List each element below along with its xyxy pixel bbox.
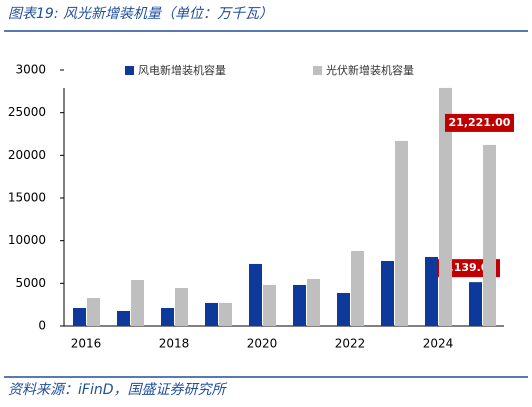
y-tick-label: 20000 <box>8 148 46 162</box>
bar <box>249 263 262 326</box>
source-note: 资料来源：iFinD，国盛证券研究所 <box>8 382 227 398</box>
bar <box>469 282 482 326</box>
legend-swatch <box>125 66 134 75</box>
bar <box>161 307 174 326</box>
bar <box>293 284 306 326</box>
bar <box>307 278 320 326</box>
bar <box>351 250 364 326</box>
bar <box>263 284 276 326</box>
legend-label: 风电新增装机容量 <box>138 63 226 77</box>
x-tick-label: 2020 <box>247 337 278 351</box>
y-tick-label: 3000 <box>15 63 46 77</box>
y-tick-label: 10000 <box>8 233 46 247</box>
value-label: 5,139.00 <box>442 261 497 274</box>
legend-label: 光伏新增装机容量 <box>326 63 414 77</box>
bar <box>205 302 218 326</box>
bar <box>483 144 496 326</box>
bar <box>175 288 188 326</box>
value-label-box <box>445 113 514 132</box>
value-label: 21,221.00 <box>449 116 511 129</box>
x-tick-label: 2016 <box>71 337 102 351</box>
y-tick-label: 0 <box>38 319 46 333</box>
x-tick-label: 2024 <box>423 337 454 351</box>
bar <box>381 260 394 326</box>
bar <box>117 310 130 326</box>
chart-title: 图表19: 风光新增装机量（单位：万千瓦） <box>8 6 273 22</box>
bar <box>131 280 144 326</box>
bar <box>337 292 350 326</box>
legend-swatch <box>313 66 322 75</box>
bar <box>439 87 452 326</box>
bar <box>87 298 100 326</box>
x-tick-label: 2018 <box>159 337 190 351</box>
y-tick-label: 15000 <box>8 191 46 205</box>
bar <box>425 256 438 326</box>
bar <box>73 307 86 326</box>
y-tick-label: 25000 <box>8 105 46 119</box>
y-tick-label: 5000 <box>15 276 46 290</box>
x-tick-label: 2022 <box>335 337 366 351</box>
bar <box>219 302 232 326</box>
bar <box>395 140 408 326</box>
